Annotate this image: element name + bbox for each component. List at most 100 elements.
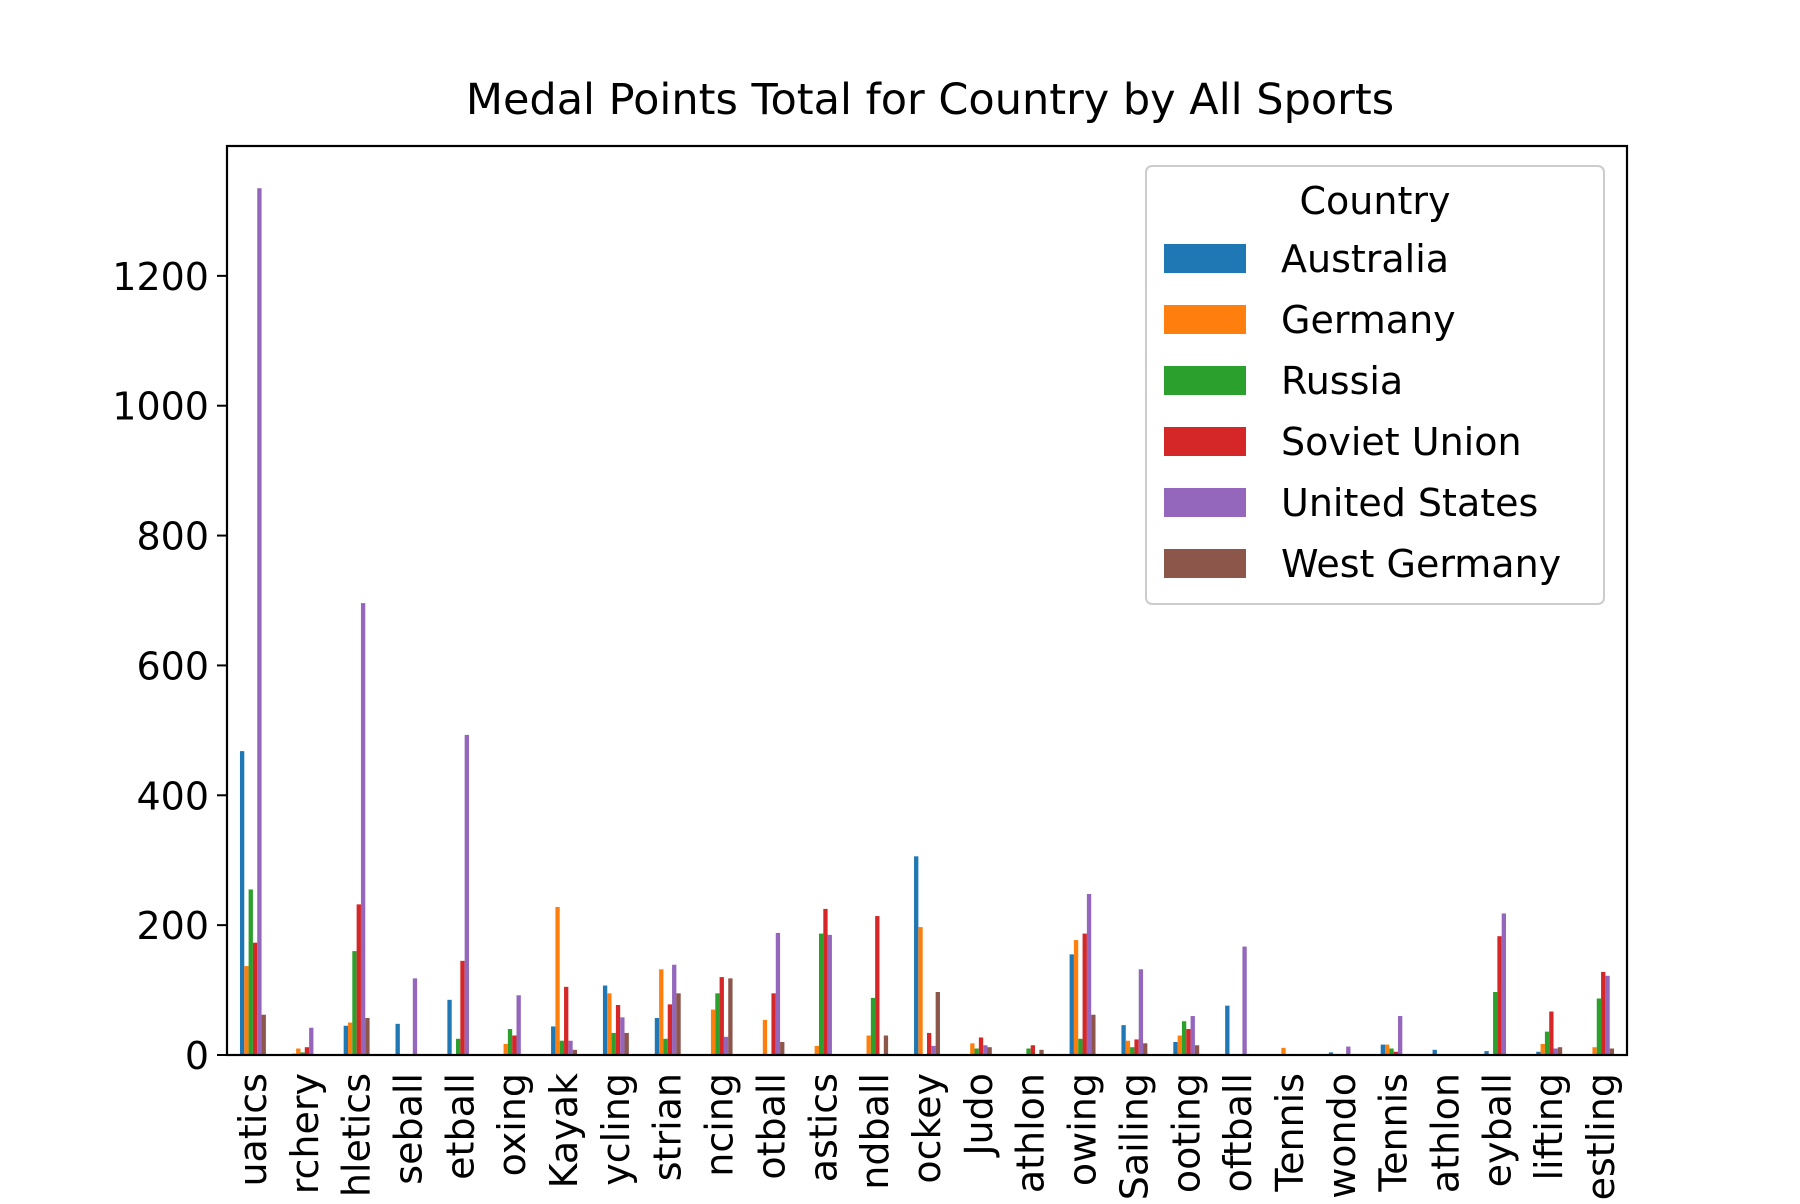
x-tick-label: wondo [1320,1073,1364,1199]
bar [1536,1051,1541,1055]
legend-label: Germany [1281,298,1456,342]
bar [974,1048,979,1055]
legend-swatch [1164,549,1246,578]
x-tick-label: astics [801,1073,845,1182]
bar [654,1017,660,1055]
bar [1592,1047,1597,1055]
bar [1125,1040,1131,1055]
bar [412,978,418,1055]
bar [460,960,465,1055]
bar [927,1032,932,1055]
legend-label: Russia [1281,359,1403,403]
bar [507,1029,513,1055]
x-tick-label: estling [1579,1073,1623,1200]
bar [1397,1016,1403,1055]
bar [296,1048,301,1055]
legend-label: Australia [1281,237,1449,281]
bar [970,1043,975,1055]
bar [672,964,677,1055]
bar [464,734,469,1055]
x-tick-label: Kayak [542,1073,586,1188]
bar [1501,913,1507,1055]
bar [1121,1025,1126,1055]
bar [780,1042,785,1055]
x-axis: uatics rchery hletics seball etball oxing Kaya… [231,1073,1623,1200]
bar [987,1047,992,1055]
bar [1346,1046,1351,1055]
bar [1242,946,1247,1055]
bar [503,1043,508,1055]
bar [723,1036,729,1055]
bar [1186,1029,1191,1055]
bar [762,1019,768,1055]
bar [1190,1016,1195,1055]
bar [1601,971,1606,1055]
bar [1393,1051,1398,1055]
bar [870,997,876,1055]
bar [615,1005,621,1055]
bar [347,1022,353,1055]
bar [771,993,776,1055]
bar [624,1032,629,1055]
bar [244,966,249,1055]
x-tick-label: ockey [905,1073,949,1184]
bar [663,1038,668,1055]
bar [1497,936,1502,1055]
bar [602,985,608,1055]
bar [814,1045,819,1055]
bar [866,1035,871,1055]
bar [775,932,781,1055]
x-tick-label: hletics [335,1073,379,1197]
bar [978,1037,984,1055]
legend-swatch [1164,427,1246,456]
bar [1091,1014,1096,1055]
bar [1130,1047,1135,1055]
bar [1328,1052,1334,1055]
bar [1134,1039,1139,1055]
x-tick-label: Tennis [1372,1073,1416,1193]
bar [914,856,919,1055]
bar [512,1035,517,1055]
plot-frame [225,144,1629,1057]
bar [365,1017,370,1055]
x-tick-label: strian [646,1073,690,1181]
x-tick-label: Judo [957,1073,1001,1158]
bar [931,1045,936,1055]
bar [551,1026,556,1055]
bar [559,1040,565,1055]
bar [356,904,361,1055]
bar [1181,1021,1187,1055]
legend: Country Australia Germany Russia Soviet Unio… [1145,165,1605,605]
bar [1553,1048,1558,1055]
bar [343,1025,348,1055]
bar [983,1045,988,1055]
legend-box [1145,165,1605,605]
y-tick-label: 400 [136,774,209,818]
x-tick-label: uatics [231,1073,275,1187]
bar [1484,1051,1489,1055]
bar [1086,893,1092,1055]
bar [1194,1045,1200,1055]
x-tick-label: otball [749,1073,793,1180]
bars-layer [239,188,1615,1055]
bar [1173,1042,1178,1055]
bar [1493,992,1498,1055]
bar [1026,1048,1031,1055]
bar [1225,1005,1230,1055]
bar [827,934,832,1055]
bar [1596,998,1602,1055]
bar [304,1047,310,1055]
legend-label: West Germany [1281,542,1561,586]
bar [564,986,569,1055]
bar [248,889,253,1055]
x-tick-label: seball [386,1073,430,1185]
y-tick-label: 800 [136,515,209,559]
bar [710,1009,716,1055]
legend-swatch [1164,488,1246,517]
y-tick-label: 1000 [112,385,209,429]
legend-swatch [1164,366,1246,395]
x-tick-label: Tennis [1268,1073,1312,1193]
bar [1281,1047,1286,1055]
bar [1030,1045,1036,1055]
bar [1069,954,1074,1055]
